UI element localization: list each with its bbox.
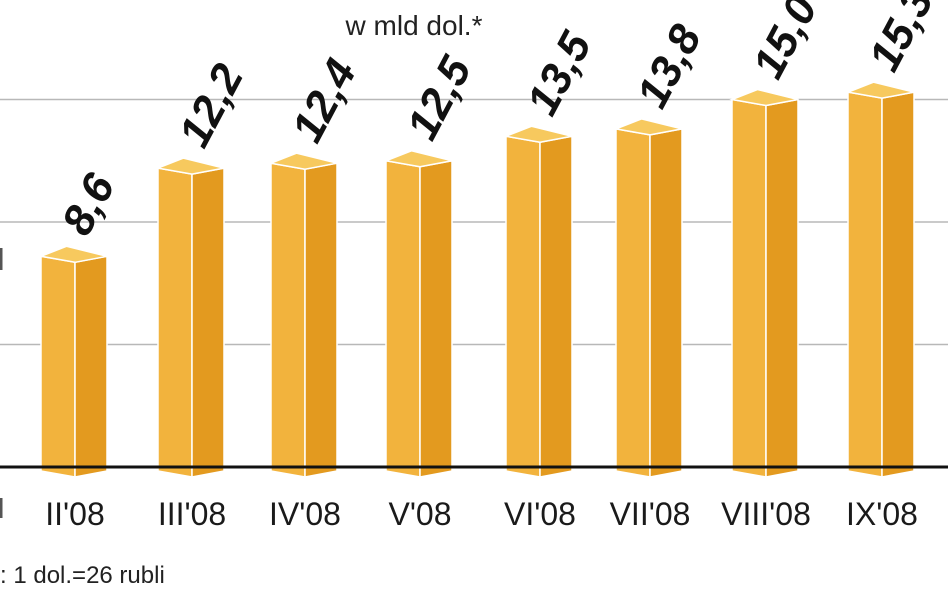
x-tick-label: VII'08 — [610, 496, 691, 532]
bar-side-face — [191, 167, 225, 478]
bar-front-face — [385, 159, 421, 478]
bar-front-face — [157, 167, 193, 478]
bar — [155, 157, 225, 478]
data-label: 12,4 — [283, 51, 366, 150]
bar — [613, 118, 683, 478]
bar-top-face — [268, 152, 338, 170]
data-label: 15,0 — [744, 0, 828, 86]
bar-front-face — [505, 135, 541, 478]
data-label: 15,3 — [860, 0, 943, 79]
data-label: 8,6 — [53, 166, 125, 243]
data-label: 12,2 — [170, 56, 254, 155]
x-tick-label: VI'08 — [504, 496, 576, 532]
footnote: : 1 dol.=26 rubli — [0, 562, 165, 589]
bar-side-face — [304, 162, 338, 478]
x-tick-label: IX'08 — [846, 496, 918, 532]
data-label: 13,5 — [518, 24, 602, 123]
bar-top-face — [729, 88, 799, 107]
x-tick-labels: II'08 III'08 IV'08 V'08 VI'08 VII'08 VIII'08 IX… — [45, 496, 918, 532]
bar-top-face — [155, 157, 225, 175]
x-tick-label: VIII'08 — [721, 496, 811, 532]
bar — [845, 81, 915, 478]
bar — [729, 88, 799, 478]
bar — [268, 152, 338, 478]
bars — [38, 81, 915, 478]
bar — [38, 245, 108, 478]
x-tick-label: III'08 — [158, 496, 226, 532]
data-label: 12,5 — [398, 48, 482, 147]
gridlines — [0, 98, 948, 346]
bar-front-face — [731, 98, 767, 478]
bar-side-face — [74, 255, 108, 478]
bar-front-face — [847, 91, 883, 478]
unit-label: w mld dol.* — [345, 10, 483, 41]
bar-side-face — [539, 135, 573, 478]
bar-top-face — [503, 125, 573, 144]
bar-front-face — [615, 128, 651, 478]
bar-top-face — [613, 118, 683, 136]
bar — [503, 125, 573, 478]
x-tick-label: V'08 — [388, 496, 451, 532]
bar-side-face — [881, 91, 915, 478]
bar-side-face — [765, 98, 799, 478]
x-tick-label: II'08 — [45, 496, 104, 532]
x-tick-label: IV'08 — [269, 496, 341, 532]
bar-front-face — [270, 162, 306, 478]
data-label: 13,8 — [628, 17, 712, 116]
bar-top-face — [845, 81, 915, 99]
bar-front-face — [40, 255, 76, 478]
bar-side-face — [419, 159, 453, 478]
bar-top-face — [383, 149, 453, 168]
bar — [383, 149, 453, 478]
bar-side-face — [649, 127, 683, 478]
bar-top-face — [38, 245, 108, 264]
